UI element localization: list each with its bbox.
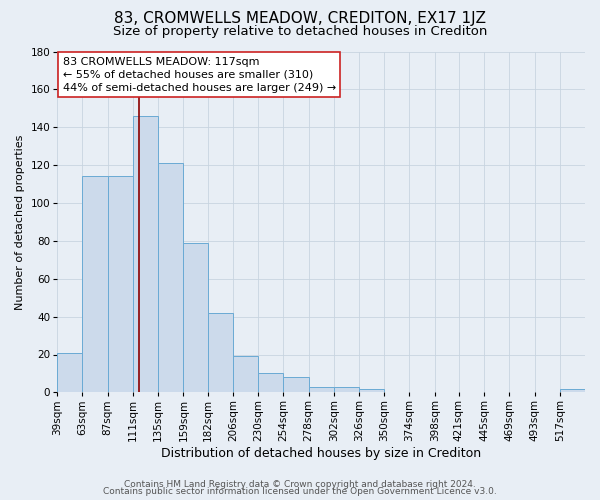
Text: Contains public sector information licensed under the Open Government Licence v3: Contains public sector information licen…: [103, 487, 497, 496]
Text: Contains HM Land Registry data © Crown copyright and database right 2024.: Contains HM Land Registry data © Crown c…: [124, 480, 476, 489]
Bar: [560, 388, 585, 392]
Text: Size of property relative to detached houses in Crediton: Size of property relative to detached ho…: [113, 25, 487, 38]
Bar: [233, 356, 258, 392]
Bar: [133, 116, 158, 392]
Text: 83 CROMWELLS MEADOW: 117sqm
← 55% of detached houses are smaller (310)
44% of se: 83 CROMWELLS MEADOW: 117sqm ← 55% of det…: [62, 56, 336, 93]
Bar: [208, 313, 233, 392]
Text: 83, CROMWELLS MEADOW, CREDITON, EX17 1JZ: 83, CROMWELLS MEADOW, CREDITON, EX17 1JZ: [114, 12, 486, 26]
Bar: [108, 176, 133, 392]
Y-axis label: Number of detached properties: Number of detached properties: [15, 134, 25, 310]
Bar: [308, 386, 334, 392]
Bar: [359, 388, 384, 392]
X-axis label: Distribution of detached houses by size in Crediton: Distribution of detached houses by size …: [161, 447, 481, 460]
Bar: [334, 386, 359, 392]
Bar: [184, 243, 208, 392]
Bar: [158, 163, 184, 392]
Bar: [258, 374, 283, 392]
Bar: [57, 352, 82, 393]
Bar: [82, 176, 108, 392]
Bar: [283, 377, 308, 392]
